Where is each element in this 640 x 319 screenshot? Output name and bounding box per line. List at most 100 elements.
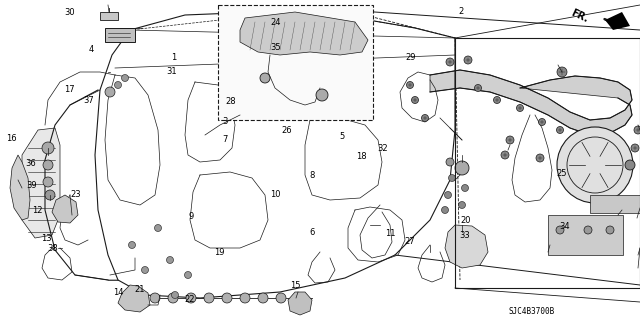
Polygon shape — [22, 128, 60, 238]
Text: 17: 17 — [64, 85, 74, 94]
Text: 12: 12 — [32, 206, 42, 215]
Circle shape — [184, 271, 191, 278]
Text: 35: 35 — [270, 43, 280, 52]
Circle shape — [222, 293, 232, 303]
Circle shape — [493, 97, 500, 103]
Circle shape — [516, 105, 524, 112]
Text: 2: 2 — [458, 7, 463, 16]
Text: 21: 21 — [134, 285, 145, 294]
Text: 10: 10 — [270, 190, 280, 199]
Circle shape — [150, 293, 160, 303]
Bar — [548, 215, 623, 255]
Text: 27: 27 — [404, 237, 415, 246]
Polygon shape — [10, 155, 30, 220]
Circle shape — [412, 97, 419, 103]
Text: 37: 37 — [83, 96, 93, 105]
Circle shape — [105, 87, 115, 97]
Circle shape — [461, 184, 468, 191]
Circle shape — [43, 160, 53, 170]
Text: 11: 11 — [385, 229, 396, 238]
Text: 31: 31 — [166, 67, 177, 76]
Circle shape — [538, 118, 545, 125]
Circle shape — [45, 190, 55, 200]
Text: 8: 8 — [310, 171, 315, 180]
Bar — [100, 12, 118, 20]
Circle shape — [115, 81, 122, 88]
Text: 20: 20 — [461, 216, 471, 225]
Circle shape — [122, 75, 129, 81]
Polygon shape — [288, 292, 312, 315]
Circle shape — [172, 292, 179, 299]
Text: 1: 1 — [172, 53, 177, 62]
Circle shape — [606, 226, 614, 234]
Circle shape — [464, 56, 472, 64]
Circle shape — [316, 89, 328, 101]
Text: 7: 7 — [223, 135, 228, 144]
Circle shape — [449, 174, 456, 182]
Text: 3: 3 — [223, 117, 228, 126]
Text: 4: 4 — [88, 45, 93, 54]
Bar — [455, 38, 640, 288]
Circle shape — [260, 73, 270, 83]
Circle shape — [625, 160, 635, 170]
Text: 32: 32 — [378, 145, 388, 153]
Circle shape — [556, 226, 564, 234]
Text: 25: 25 — [557, 169, 567, 178]
Circle shape — [446, 158, 454, 166]
Polygon shape — [52, 195, 78, 223]
Text: 38: 38 — [47, 244, 58, 253]
Text: 19: 19 — [214, 248, 225, 257]
Circle shape — [154, 225, 161, 232]
Bar — [105, 28, 135, 42]
Circle shape — [129, 241, 136, 249]
Text: 14: 14 — [113, 288, 124, 297]
Polygon shape — [430, 70, 632, 135]
Text: 30: 30 — [64, 8, 74, 17]
Text: 9: 9 — [188, 212, 193, 221]
Circle shape — [168, 293, 178, 303]
Circle shape — [557, 127, 563, 133]
Circle shape — [276, 293, 286, 303]
Circle shape — [557, 67, 567, 77]
Circle shape — [43, 177, 53, 187]
Circle shape — [42, 142, 54, 154]
Circle shape — [204, 293, 214, 303]
Text: 18: 18 — [356, 152, 367, 161]
Circle shape — [584, 226, 592, 234]
Text: 6: 6 — [310, 228, 315, 237]
Text: 39: 39 — [27, 181, 37, 189]
Circle shape — [506, 136, 514, 144]
Circle shape — [634, 126, 640, 134]
Text: 13: 13 — [41, 234, 51, 243]
Circle shape — [445, 191, 451, 198]
Circle shape — [455, 161, 469, 175]
Circle shape — [442, 206, 449, 213]
Circle shape — [294, 293, 304, 303]
Text: 5: 5 — [340, 132, 345, 141]
Polygon shape — [605, 12, 630, 30]
Circle shape — [240, 293, 250, 303]
Text: 15: 15 — [291, 281, 301, 290]
Text: 33: 33 — [460, 231, 470, 240]
Polygon shape — [445, 225, 488, 268]
Circle shape — [458, 202, 465, 209]
Circle shape — [422, 115, 429, 122]
Circle shape — [141, 266, 148, 273]
Circle shape — [501, 151, 509, 159]
Text: 29: 29 — [406, 53, 416, 62]
Circle shape — [446, 58, 454, 66]
Bar — [590, 195, 640, 213]
Text: 34: 34 — [559, 222, 570, 231]
Text: 16: 16 — [6, 134, 17, 143]
Circle shape — [186, 293, 196, 303]
Text: 23: 23 — [70, 190, 81, 199]
Circle shape — [258, 293, 268, 303]
Text: 24: 24 — [270, 19, 280, 27]
Circle shape — [166, 256, 173, 263]
Text: SJC4B3700B: SJC4B3700B — [508, 307, 554, 315]
Polygon shape — [240, 12, 368, 55]
Circle shape — [536, 154, 544, 162]
Text: 22: 22 — [184, 295, 195, 304]
Circle shape — [406, 81, 413, 88]
Circle shape — [631, 144, 639, 152]
